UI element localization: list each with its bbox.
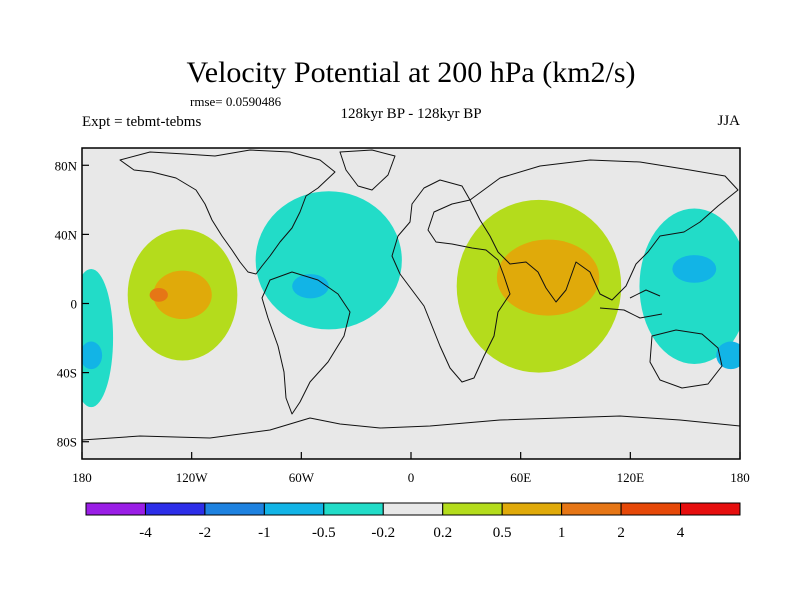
period-label: 128kyr BP - 128kyr BP — [340, 106, 481, 122]
colorbar-swatch — [263, 502, 325, 516]
contour-region-east-pacific-core — [153, 270, 212, 320]
contour-region-asia-core — [496, 239, 600, 316]
contour-region-west-pacific-negative — [639, 208, 740, 364]
coastline-asia — [469, 159, 739, 303]
contour-region-caribbean-negative — [292, 274, 329, 299]
contour-region-dateline-west-negative — [82, 268, 114, 408]
y-tick-label: 0 — [71, 297, 78, 312]
colorbar-label: -4 — [139, 525, 152, 541]
colorbar-label: 0.5 — [493, 525, 512, 541]
coastline-antarctica — [82, 415, 740, 441]
coastline-indonesia — [599, 289, 663, 319]
colorbar-label: 4 — [677, 525, 685, 541]
x-tick-label: 60E — [510, 470, 531, 485]
colorbar-label: -2 — [199, 525, 212, 541]
coastline-australia — [649, 329, 723, 389]
colorbar-swatch — [680, 502, 741, 516]
colorbar-swatch — [442, 502, 503, 516]
colorbar-swatch — [204, 502, 265, 516]
contour-fill-group — [82, 191, 740, 408]
contour-region-south-pacific-core — [716, 341, 740, 370]
x-tick-label: 120E — [617, 470, 645, 485]
rmse-label: rmse= 0.0590486 — [190, 94, 282, 109]
contour-region-dateline-west-core — [82, 341, 103, 370]
colorbar-swatch — [144, 502, 206, 516]
experiment-label: Expt = tebmt-tebms — [82, 114, 201, 130]
colorbar-label: 2 — [617, 525, 625, 541]
x-tick-label: 60W — [289, 470, 315, 485]
colorbar-label: -1 — [258, 525, 271, 541]
colorbar-swatch — [501, 502, 563, 516]
y-tick-label: 40S — [57, 366, 77, 381]
colorbar-group: -4 -2 -1 -0.5 -0.2 0.2 0.5 1 2 4 — [85, 502, 741, 541]
colorbar-label: -0.2 — [371, 525, 395, 541]
x-tick-label: 180 — [730, 470, 750, 485]
axes-group: 180 120W 60W 0 60E 120E 180 80N 40N 0 40S 80S — [55, 158, 750, 485]
colorbar-swatch — [85, 502, 146, 516]
colorbar-swatch — [561, 502, 622, 516]
coastline-europe-africa — [391, 179, 511, 383]
x-tick-label: 0 — [408, 470, 415, 485]
contour-region-east-pacific-peak — [149, 287, 168, 302]
chart-title: Velocity Potential at 200 hPa (km2/s) — [186, 56, 635, 89]
x-tick-label: 120W — [176, 470, 209, 485]
colorbar-label: 1 — [558, 525, 566, 541]
colorbar-label: 0.2 — [433, 525, 452, 541]
colorbar-swatch — [620, 502, 682, 516]
colorbar-label: -0.5 — [312, 525, 336, 541]
season-label: JJA — [717, 113, 740, 129]
y-tick-label: 40N — [55, 227, 78, 242]
contour-region-west-pacific-core — [672, 255, 717, 283]
y-tick-label: 80S — [57, 435, 77, 450]
y-tick-label: 80N — [55, 158, 78, 173]
contour-region-atlantic-negative — [255, 191, 402, 330]
x-tick-label: 180 — [72, 470, 92, 485]
coastline-north-america — [119, 149, 336, 275]
coastline-south-america — [261, 271, 351, 415]
colorbar-swatch — [382, 502, 444, 516]
colorbar-swatch — [323, 502, 384, 516]
coastline-greenland — [339, 149, 396, 191]
